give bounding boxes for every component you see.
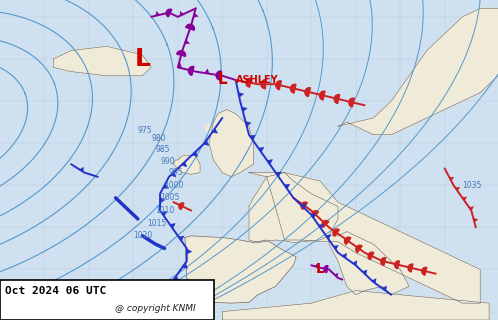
Polygon shape — [258, 147, 264, 152]
Polygon shape — [455, 187, 460, 191]
Polygon shape — [250, 135, 255, 140]
Polygon shape — [333, 229, 339, 236]
FancyBboxPatch shape — [0, 280, 214, 320]
Polygon shape — [311, 213, 316, 218]
Polygon shape — [261, 80, 265, 89]
Polygon shape — [239, 92, 244, 97]
Polygon shape — [185, 236, 296, 303]
Text: 975: 975 — [138, 126, 152, 135]
Polygon shape — [205, 114, 249, 143]
Polygon shape — [301, 202, 307, 209]
Polygon shape — [474, 218, 478, 222]
Polygon shape — [161, 212, 167, 216]
Text: Oct 2024 06 UTC: Oct 2024 06 UTC — [5, 286, 106, 296]
Polygon shape — [381, 258, 385, 266]
Polygon shape — [353, 261, 357, 266]
Polygon shape — [372, 278, 376, 284]
Text: 995: 995 — [169, 168, 184, 177]
Text: L: L — [316, 262, 325, 276]
Polygon shape — [177, 63, 182, 68]
Polygon shape — [284, 184, 290, 189]
Text: 985: 985 — [155, 145, 170, 154]
Polygon shape — [53, 46, 151, 76]
Polygon shape — [212, 128, 218, 133]
Polygon shape — [179, 236, 184, 241]
Polygon shape — [338, 8, 498, 135]
Polygon shape — [209, 109, 253, 177]
Polygon shape — [462, 197, 467, 201]
Polygon shape — [185, 40, 190, 44]
Polygon shape — [160, 197, 165, 202]
Polygon shape — [335, 273, 338, 277]
Polygon shape — [356, 245, 362, 252]
Polygon shape — [363, 270, 367, 275]
Polygon shape — [187, 249, 192, 254]
Polygon shape — [368, 252, 374, 260]
Polygon shape — [333, 245, 338, 250]
Polygon shape — [408, 264, 413, 272]
Polygon shape — [163, 184, 168, 188]
Polygon shape — [188, 67, 194, 75]
Polygon shape — [334, 95, 340, 103]
Polygon shape — [449, 177, 454, 181]
Polygon shape — [324, 266, 328, 273]
Polygon shape — [186, 24, 194, 30]
Polygon shape — [318, 224, 323, 229]
Text: ASHLEY: ASHLEY — [236, 75, 278, 85]
Polygon shape — [329, 232, 409, 295]
Polygon shape — [242, 107, 247, 112]
Polygon shape — [166, 9, 172, 17]
Polygon shape — [181, 162, 187, 167]
Text: 1020: 1020 — [133, 231, 153, 240]
Polygon shape — [382, 286, 386, 291]
Polygon shape — [171, 172, 176, 177]
Text: 1015: 1015 — [147, 219, 166, 228]
Polygon shape — [342, 253, 347, 258]
Polygon shape — [320, 91, 325, 100]
Polygon shape — [222, 291, 489, 320]
Text: 1005: 1005 — [160, 193, 179, 202]
Polygon shape — [276, 172, 281, 177]
Polygon shape — [267, 160, 272, 164]
Polygon shape — [305, 88, 310, 97]
Polygon shape — [170, 223, 175, 228]
Polygon shape — [182, 263, 188, 268]
Text: 1000: 1000 — [164, 181, 184, 190]
Text: 1010: 1010 — [155, 206, 175, 215]
Polygon shape — [192, 151, 198, 157]
Polygon shape — [180, 11, 184, 16]
Text: 990: 990 — [160, 157, 175, 166]
Polygon shape — [301, 204, 306, 208]
Polygon shape — [394, 261, 399, 269]
Polygon shape — [469, 207, 474, 211]
Text: 980: 980 — [151, 134, 166, 143]
Polygon shape — [322, 220, 329, 228]
Polygon shape — [193, 13, 198, 17]
Polygon shape — [276, 81, 281, 90]
Text: 1035: 1035 — [463, 181, 482, 190]
Polygon shape — [204, 140, 209, 145]
Text: @ copyright KNMI: @ copyright KNMI — [115, 304, 195, 313]
Polygon shape — [315, 263, 318, 267]
Polygon shape — [246, 122, 251, 126]
Polygon shape — [249, 172, 338, 243]
Polygon shape — [349, 98, 355, 107]
Polygon shape — [80, 167, 84, 172]
Text: L: L — [134, 47, 150, 71]
Polygon shape — [246, 78, 251, 87]
Polygon shape — [179, 203, 184, 210]
Text: L: L — [217, 73, 227, 87]
Polygon shape — [345, 237, 351, 244]
Polygon shape — [177, 51, 186, 56]
Polygon shape — [155, 12, 159, 16]
Polygon shape — [290, 84, 296, 93]
Polygon shape — [216, 71, 221, 80]
Polygon shape — [326, 235, 331, 239]
Polygon shape — [173, 276, 179, 281]
Polygon shape — [205, 69, 209, 74]
Polygon shape — [249, 172, 480, 303]
Polygon shape — [173, 156, 200, 174]
Polygon shape — [312, 211, 319, 218]
Polygon shape — [422, 267, 427, 275]
